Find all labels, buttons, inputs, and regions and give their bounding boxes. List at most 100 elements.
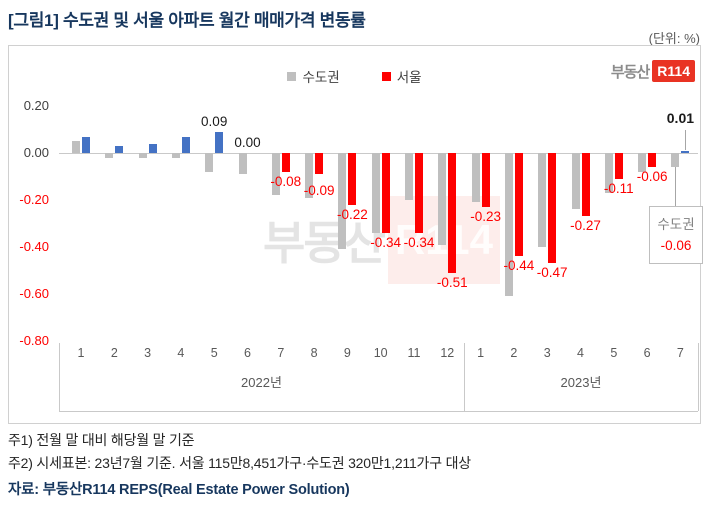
x-axis-month-tick: 6 (244, 346, 251, 360)
callout-leader-line (675, 167, 677, 206)
x-axis-month-tick: 1 (477, 346, 485, 360)
bar-value-label: -0.34 (370, 234, 402, 250)
bar-value-label: -0.34 (403, 234, 435, 250)
x-axis-month-tick: 2 (110, 346, 118, 360)
plot-area: 0.20 0.00 -0.20 -0.40 -0.60 -0.80 1 2 3 4 0.09 5 0.0… (9, 46, 700, 423)
bar-value-label: -0.47 (536, 265, 568, 281)
bar-sudogwon (105, 153, 114, 158)
note-2: 주2) 시세표본: 23년7월 기준. 서울 115만8,451가구·수도권 3… (8, 455, 471, 471)
bar-sudogwon (504, 153, 513, 297)
x-axis-month-tick: 6 (643, 346, 651, 360)
y-axis-tick: 0.20 (23, 98, 49, 113)
seoul-swatch-icon (381, 71, 391, 81)
bar-sudogwon (604, 153, 613, 193)
bar-sudogwon (438, 153, 447, 245)
bar-sudogwon (138, 153, 147, 158)
legend-item-sudogwon[interactable]: 수도권 (287, 66, 340, 86)
bar-sudogwon (205, 153, 214, 172)
year-label-2023: 2023년 (560, 375, 602, 390)
chart-legend: 수도권 서울 (9, 66, 700, 86)
bar-sudogwon (571, 153, 580, 210)
bar-value-label: -0.09 (303, 183, 335, 199)
x-axis-month-tick: 3 (144, 346, 152, 360)
bar-sudogwon (305, 153, 314, 198)
year-separator-line (464, 343, 465, 411)
note-1: 주1) 전월 말 대비 해당월 말 기준 (8, 432, 195, 448)
callout-value: -0.06 (660, 238, 692, 253)
x-axis-month-tick: 8 (310, 346, 318, 360)
bar-value-label: -0.06 (636, 169, 668, 185)
bar-value-label: -0.22 (337, 206, 368, 222)
bar-sudogwon (371, 153, 380, 233)
axis-bottom-line (59, 411, 698, 412)
legend-label: 서울 (396, 70, 422, 85)
x-axis-month-tick: 11 (407, 346, 421, 360)
x-axis-month-tick: 9 (343, 346, 351, 360)
bar-seoul (415, 153, 423, 233)
bar-sudogwon (405, 153, 413, 200)
bar-seoul (82, 136, 90, 153)
bar-sudogwon (238, 153, 247, 175)
year-separator-line (59, 343, 60, 411)
callout-title: 수도권 (657, 217, 695, 232)
bar-sudogwon (671, 153, 680, 168)
bar-seoul (215, 131, 224, 153)
bar-seoul (481, 153, 490, 208)
bar-seoul (448, 153, 457, 273)
bar-sudogwon (72, 141, 80, 153)
bar-sudogwon (638, 153, 647, 172)
bar-seoul (648, 153, 657, 168)
y-axis-tick: 0.00 (23, 145, 49, 160)
bar-seoul (281, 153, 290, 172)
y-axis-tick: -0.40 (19, 239, 49, 254)
x-axis-month-tick: 1 (77, 346, 85, 360)
callout-box: 수도권 -0.06 (649, 206, 703, 264)
bar-sudogwon (471, 153, 480, 203)
brand-logo-text: 부동산 (610, 63, 650, 81)
x-axis-month-tick: 3 (543, 346, 551, 360)
bar-value-label: -0.08 (270, 173, 302, 189)
last-point-leader-line (685, 130, 687, 150)
unit-label: (단위: %) (648, 31, 700, 46)
x-axis-month-tick: 5 (210, 346, 218, 360)
bar-seoul (614, 153, 623, 179)
bar-value-label: -0.11 (603, 180, 634, 196)
bar-value-label: -0.23 (470, 209, 501, 225)
bar-seoul (115, 145, 124, 153)
source-line: 자료: 부동산R114 REPS(Real Estate Power Solut… (8, 482, 350, 498)
bar-value-label: 0.09 (201, 113, 228, 129)
bar-seoul (514, 153, 523, 257)
sudogwon-swatch-icon (287, 71, 297, 81)
y-axis-tick: -0.60 (19, 286, 49, 301)
x-axis-month-tick: 12 (440, 346, 455, 360)
y-axis-tick: -0.20 (19, 192, 49, 207)
bar-seoul (681, 150, 690, 153)
bar-seoul (381, 153, 390, 233)
bar-seoul (181, 136, 190, 153)
bar-sudogwon (538, 153, 547, 247)
bar-seoul (581, 153, 590, 217)
brand-logo: 부동산 R114 (611, 60, 695, 82)
bar-seoul (315, 153, 324, 175)
year-separator-line (698, 343, 699, 411)
last-point-label: 0.01 (666, 110, 695, 126)
y-axis-tick: -0.80 (19, 333, 49, 348)
x-axis-month-tick: 7 (277, 346, 285, 360)
x-axis-month-tick: 4 (577, 346, 584, 360)
legend-item-seoul[interactable]: 서울 (381, 66, 422, 86)
bar-seoul (548, 153, 557, 264)
x-axis-month-tick: 7 (676, 346, 684, 360)
x-axis-month-tick: 10 (373, 346, 388, 360)
chart-box: 수도권 서울 부동산 R114 부동산 R114 0.20 0.00 -0.20 -0… (8, 45, 703, 424)
legend-label: 수도권 (302, 70, 340, 85)
bar-seoul (348, 153, 357, 205)
bar-value-label: -0.51 (436, 274, 468, 290)
bar-sudogwon (271, 153, 280, 196)
x-axis-month-tick: 5 (610, 346, 618, 360)
bar-sudogwon (338, 153, 347, 250)
bar-seoul (148, 143, 157, 153)
bar-sudogwon (171, 153, 180, 158)
page-title: [그림1] 수도권 및 서울 아파트 월간 매매가격 변동률 (8, 11, 366, 30)
bar-value-label: -0.27 (570, 218, 601, 234)
